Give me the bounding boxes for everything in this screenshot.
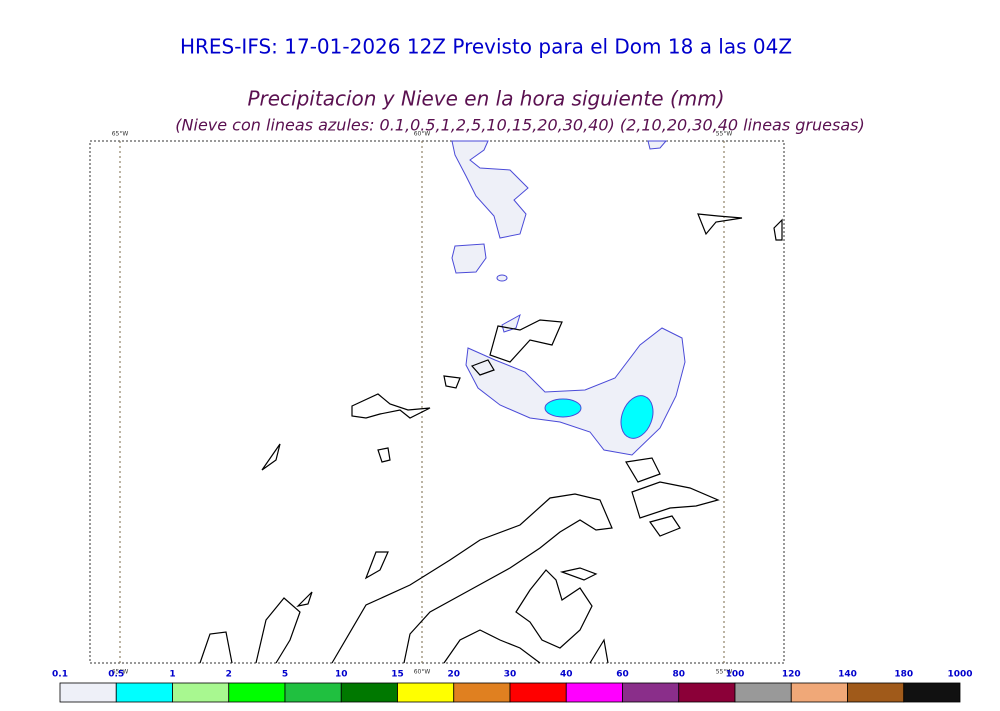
precip-core xyxy=(620,395,654,439)
coastline xyxy=(559,567,598,581)
subtitle: Precipitacion y Nieve en la hora siguien… xyxy=(247,87,724,111)
colorbar-label: 1000 xyxy=(947,670,972,680)
coastline xyxy=(331,493,613,664)
colorbar-swatch xyxy=(790,682,848,703)
colorbar-swatch xyxy=(847,682,905,703)
colorbar: 0.1 0.5 1 2 5 10 15 20 30 40 60 80 100 120 140 180 1000 xyxy=(52,670,973,703)
precip-area xyxy=(451,140,529,239)
colorbar-label: 140 xyxy=(838,670,857,680)
colorbar-swatch xyxy=(284,682,342,703)
title: HRES-IFS: 17-01-2026 12Z Previsto para e… xyxy=(180,35,792,59)
coastline xyxy=(364,551,389,580)
map xyxy=(89,140,785,664)
colorbar-label: 60 xyxy=(616,670,629,680)
coastline xyxy=(377,447,391,463)
colorbar-label: 100 xyxy=(726,670,745,680)
colorbar-label: 10 xyxy=(335,670,348,680)
coastline xyxy=(697,213,743,236)
colorbar-label: 1 xyxy=(169,670,175,680)
colorbar-label: 20 xyxy=(447,670,460,680)
colorbar-swatch xyxy=(734,682,792,703)
colorbar-label: 120 xyxy=(782,670,801,680)
coastline xyxy=(443,629,541,664)
map-frame xyxy=(89,140,785,664)
colorbar-swatch xyxy=(678,682,736,703)
precip-area xyxy=(647,140,668,150)
colorbar-swatch xyxy=(453,682,511,703)
longitude-label: 60°W xyxy=(414,669,431,676)
colorbar-label: 15 xyxy=(391,670,404,680)
coastline xyxy=(649,515,681,537)
colorbar-swatch xyxy=(340,682,398,703)
coastline xyxy=(631,481,720,519)
colorbar-swatch xyxy=(228,682,286,703)
coastline xyxy=(443,375,461,389)
colorbar-label: 5 xyxy=(282,670,288,680)
coastline xyxy=(199,631,233,664)
colorbar-swatch xyxy=(622,682,680,703)
colorbar-swatch xyxy=(397,682,455,703)
longitude-label: 60°W xyxy=(414,131,431,138)
colorbar-swatch xyxy=(172,682,230,703)
coastline xyxy=(489,319,563,363)
colorbar-swatch xyxy=(115,682,173,703)
longitude-label: 55°W xyxy=(716,669,733,676)
colorbar-label: 2 xyxy=(226,670,232,680)
colorbar-label: 80 xyxy=(672,670,685,680)
coastline xyxy=(261,443,281,471)
note: (Nieve con lineas azules: 0.1,0.5,1,2,5,… xyxy=(175,116,864,135)
colorbar-label: 30 xyxy=(504,670,517,680)
colorbar-label: 40 xyxy=(560,670,573,680)
longitude-labels: 65°W 65°W 60°W 60°W 55°W 55°W xyxy=(112,131,733,676)
precip-area xyxy=(451,243,487,274)
longitude-label: 65°W xyxy=(112,131,129,138)
coastline xyxy=(773,218,783,241)
coastline xyxy=(515,569,593,649)
longitude-label: 65°W xyxy=(112,669,129,676)
precip-area xyxy=(496,274,508,282)
coastline xyxy=(296,591,313,607)
colorbar-label: 0.1 xyxy=(52,670,68,680)
colorbar-label: 180 xyxy=(894,670,913,680)
coastline xyxy=(589,638,609,664)
colorbar-swatch xyxy=(903,682,961,703)
colorbar-swatch xyxy=(565,682,623,703)
coastline xyxy=(255,597,301,664)
longitude-label: 55°W xyxy=(716,131,733,138)
colorbar-swatch xyxy=(59,682,117,703)
coastline xyxy=(351,393,431,419)
colorbar-label: 0.5 xyxy=(108,670,124,680)
coastline xyxy=(625,457,661,483)
colorbar-swatch xyxy=(509,682,567,703)
precip-core xyxy=(544,398,582,418)
coastline xyxy=(470,359,495,376)
